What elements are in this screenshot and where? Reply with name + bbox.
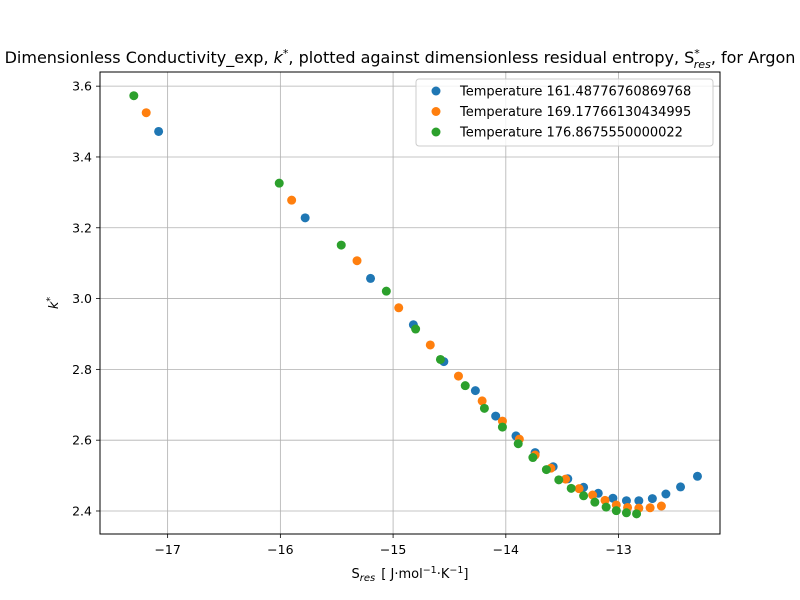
data-point-series-1 (676, 482, 686, 492)
data-point-series-3 (590, 497, 600, 507)
data-point-series-2 (561, 474, 571, 484)
data-point-series-2 (425, 340, 435, 350)
x-axis-label: Sres[ J·mol−1·K−1] (352, 565, 469, 584)
data-point-series-1 (621, 496, 631, 506)
x-axis-label-sub: res (360, 573, 375, 584)
y-tick-label: 2.8 (72, 362, 92, 377)
data-point-series-3 (381, 286, 391, 296)
data-point-series-3 (411, 324, 421, 334)
chart-title: Dimensionless Conductivity_exp, k*, plot… (5, 47, 796, 71)
chart-title-k-sup: * (283, 47, 289, 60)
data-point-series-3 (435, 354, 445, 364)
chart-title-middle: , plotted against dimensionless residual… (288, 48, 694, 67)
data-point-series-1 (634, 496, 644, 506)
legend-marker-series-3 (431, 127, 441, 137)
data-point-series-3 (621, 508, 631, 518)
data-point-series-3 (497, 422, 507, 432)
plot-frame (99, 71, 721, 535)
x-axis-label-exp2: −1 (449, 565, 463, 576)
x-axis-label-close: ] (463, 567, 468, 582)
legend-label-series-2: Temperature 169.17766130434995 (459, 105, 691, 120)
x-axis-label-middot: ·K (437, 567, 450, 582)
data-point-series-2 (656, 501, 666, 511)
y-tick-label: 3.0 (72, 291, 92, 306)
data-point-series-3 (579, 491, 589, 501)
data-point-series-1 (692, 471, 702, 481)
data-point-series-2 (600, 495, 610, 505)
data-point-series-3 (611, 506, 621, 516)
axis-ticks: −17 −16 −15 −14 −13 2.4 2.6 2.8 3.0 3.2 3.4 3.6 (72, 79, 632, 557)
data-point-series-3 (129, 91, 139, 101)
chart-title-after: , for Argon (711, 48, 796, 67)
data-point-series-1 (366, 273, 376, 283)
data-point-series-3 (336, 240, 346, 250)
data-point-series-2 (352, 256, 362, 266)
data-point-series-1 (661, 489, 671, 499)
data-point-series-3 (601, 502, 611, 512)
data-point-series-3 (554, 475, 564, 485)
chart-title-s-sup: * (694, 47, 700, 60)
legend: Temperature 161.48776760869768 Temperatur… (415, 78, 714, 147)
y-tick-label: 3.2 (72, 220, 92, 235)
legend-label-series-1: Temperature 161.48776760869768 (459, 85, 691, 100)
x-tick-label: −16 (267, 542, 293, 557)
data-point-series-3 (541, 465, 551, 475)
data-point-series-2 (453, 371, 463, 381)
chart-title-before: Dimensionless Conductivity_exp, (5, 48, 274, 68)
data-point-series-1 (154, 126, 164, 136)
data-point-series-3 (460, 381, 470, 391)
data-point-series-2 (141, 108, 151, 118)
data-point-series-1 (470, 386, 480, 396)
x-tick-label: −17 (154, 542, 180, 557)
x-tick-label: −15 (380, 542, 406, 557)
y-axis-label-main: k (47, 301, 62, 309)
y-tick-label: 3.4 (72, 149, 92, 164)
x-tick-label: −13 (605, 542, 631, 557)
data-point-series-3 (566, 483, 576, 493)
y-tick-label: 2.6 (72, 433, 92, 448)
data-point-series-2 (588, 490, 598, 500)
data-point-series-2 (394, 303, 404, 313)
data-point-series-1 (300, 213, 310, 223)
y-axis-label: k* (45, 297, 62, 310)
data-point-series-2 (477, 396, 487, 406)
data-point-series-3 (632, 509, 642, 519)
data-point-series-3 (274, 178, 284, 188)
x-axis-label-main: S (352, 567, 360, 582)
y-tick-label: 3.6 (72, 79, 92, 94)
y-tick-label: 2.4 (72, 503, 92, 518)
data-point-series-3 (513, 439, 523, 449)
data-point-series-1 (647, 494, 657, 504)
data-point-series-3 (479, 403, 489, 413)
x-axis-label-unit: [ J·mol (381, 567, 422, 582)
data-point-series-2 (645, 503, 655, 513)
data-point-series-1 (608, 493, 618, 503)
x-axis-label-exp1: −1 (423, 565, 437, 576)
data-point-series-1 (491, 411, 501, 421)
data-points (129, 91, 702, 519)
chart-title-k: k (274, 48, 284, 67)
legend-box (415, 78, 714, 147)
data-point-series-3 (528, 453, 538, 463)
chart-title-s-sub: res (694, 58, 711, 71)
x-tick-label: −14 (493, 542, 519, 557)
legend-label-series-3: Temperature 176.8675550000022 (459, 126, 683, 141)
legend-marker-series-2 (431, 107, 441, 116)
y-axis-label-sup: * (45, 297, 56, 302)
data-point-series-2 (287, 195, 297, 205)
legend-marker-series-1 (431, 86, 441, 96)
data-point-series-2 (574, 484, 584, 494)
